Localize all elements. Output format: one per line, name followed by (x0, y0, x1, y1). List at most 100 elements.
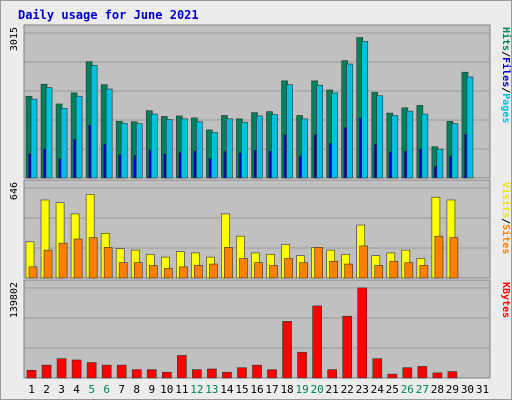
bar-sites (118, 262, 128, 279)
bar-sites (284, 258, 293, 279)
bar-kbytes (161, 371, 172, 379)
bar-sites (374, 265, 384, 279)
x-tick-label: 19 (295, 383, 308, 396)
bar-kbytes (41, 364, 52, 379)
bar-sites (43, 249, 53, 279)
x-tick-label: 2 (43, 383, 50, 396)
bar-kbytes (26, 369, 37, 379)
x-tick-label: 8 (133, 383, 140, 396)
bar-pages (391, 115, 399, 179)
bar-pages (316, 84, 323, 179)
x-tick-label: 5 (88, 383, 95, 396)
bar-pages (226, 118, 233, 179)
x-tick-label: 26 (401, 383, 414, 396)
bar-sites (419, 265, 429, 279)
panel-visits-sites: 646 Visits/Sites (9, 179, 512, 279)
bar-kbytes (372, 358, 383, 379)
bar-kbytes (402, 367, 413, 379)
bar-pages (45, 87, 53, 179)
bar-kbytes (342, 315, 353, 379)
bar-kbytes (207, 368, 217, 379)
x-tick-label: 22 (341, 383, 354, 396)
legend-entry-visits: Visits (500, 182, 512, 218)
bar-sites (239, 258, 248, 279)
bar-kbytes (177, 355, 187, 379)
bar-pages (135, 123, 143, 179)
bar-kbytes (297, 351, 307, 379)
bar-pages (256, 115, 263, 179)
x-tick-label: 14 (220, 383, 234, 396)
bar-pages (241, 121, 248, 179)
bar-sites (344, 263, 354, 279)
bar-pages (211, 132, 218, 179)
bar-sites (179, 266, 188, 279)
bar-kbytes (357, 287, 368, 379)
bar-sites (389, 260, 399, 279)
bar-pages (301, 118, 308, 179)
bar-kbytes (131, 369, 142, 379)
legend-entry-sites: Sites (500, 224, 512, 254)
bar-pages (406, 110, 414, 179)
x-tick-label: 10 (160, 383, 173, 396)
bar-pages (271, 114, 278, 179)
bar-pages (165, 119, 173, 179)
panel-kbytes: 139802 KBytes (9, 279, 511, 379)
x-tick-label: 12 (190, 383, 203, 396)
bar-pages (90, 65, 98, 179)
bar-kbytes (71, 359, 82, 379)
bar-pages (75, 95, 83, 179)
y-max-label: 139802 (9, 282, 20, 318)
bar-sites (404, 262, 414, 279)
legend-entry-kbytes: KBytes (500, 282, 511, 318)
x-tick-label: 28 (431, 383, 444, 396)
bar-sites (28, 266, 38, 279)
bar-sites (329, 260, 338, 279)
bar-sites (73, 238, 83, 279)
bar-pages (30, 98, 38, 179)
panel-hits-files-pages: 3015 Hits/Files/Pages (9, 24, 512, 179)
bar-kbytes (252, 364, 262, 379)
x-tick-label: 24 (371, 383, 385, 396)
bar-pages (331, 92, 338, 179)
series-legend: KBytes (500, 282, 511, 318)
legend-separator: / (500, 218, 511, 224)
bar-sites (224, 247, 233, 279)
bar-pages (361, 41, 369, 179)
bar-kbytes (387, 373, 398, 379)
bar-pages (105, 88, 113, 179)
bar-kbytes (447, 371, 458, 379)
bar-pages (181, 118, 188, 179)
bar-pages (60, 107, 68, 179)
bar-kbytes (267, 369, 277, 379)
bar-sites (299, 262, 308, 279)
x-tick-label: 7 (118, 383, 125, 396)
bar-sites (88, 237, 98, 279)
bar-kbytes (327, 369, 337, 379)
bar-pages (346, 63, 354, 179)
bar-sites (163, 267, 173, 279)
bar-sites (209, 263, 218, 279)
x-tick-label: 29 (446, 383, 459, 396)
bar-sites (434, 235, 444, 279)
bar-sites (314, 247, 323, 279)
bar-pages (466, 76, 474, 179)
bar-kbytes (282, 321, 292, 379)
bar-sites (194, 265, 203, 279)
bar-sites (103, 247, 113, 279)
x-tick-label: 11 (175, 383, 188, 396)
bar-kbytes (56, 358, 67, 379)
x-tick-label: 16 (250, 383, 263, 396)
x-tick-label: 17 (265, 383, 278, 396)
legend-separator: / (500, 87, 511, 93)
bar-kbytes (237, 367, 247, 379)
series-legend: Hits/Files/Pages (500, 27, 512, 123)
x-tick-label: 9 (148, 383, 155, 396)
bar-kbytes (432, 372, 443, 379)
x-tick-label: 25 (386, 383, 399, 396)
series-legend: Visits/Sites (500, 182, 512, 254)
bar-kbytes (312, 305, 322, 379)
bar-pages (120, 122, 128, 179)
bar-sites (449, 237, 459, 279)
bar-sites (269, 265, 278, 279)
